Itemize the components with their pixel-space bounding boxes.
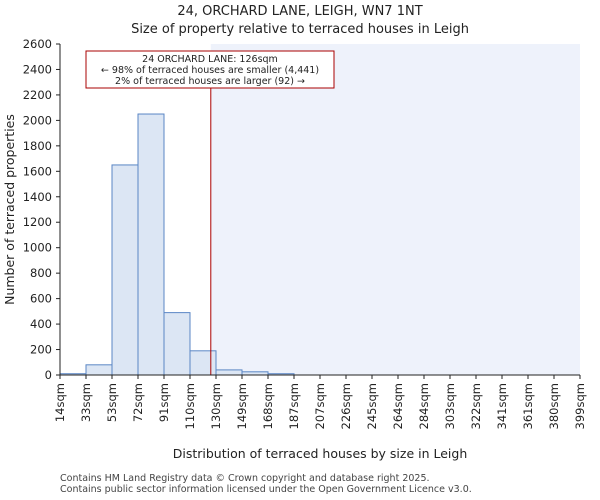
- y-axis-ticks: 0 200 400 600 800 1000 1200 1400 1600 1800 2000 220…: [23, 37, 60, 382]
- y-tick-label: 1600: [23, 164, 52, 178]
- y-tick-label: 1800: [23, 139, 52, 153]
- footer-line2: Contains public sector information licen…: [60, 484, 472, 495]
- annotation-line1: 24 ORCHARD LANE: 126sqm: [142, 54, 278, 65]
- annotation-line3: 2% of terraced houses are larger (92) →: [115, 76, 305, 87]
- bar-110sqm: [189, 350, 217, 376]
- x-tick-label: 149sqm: [235, 383, 249, 429]
- x-tick-label: 303sqm: [443, 383, 457, 429]
- annotation-box: 24 ORCHARD LANE: 126sqm ← 98% of terrace…: [85, 50, 335, 89]
- x-tick-label: 245sqm: [365, 383, 379, 429]
- x-tick-label: 284sqm: [417, 383, 431, 429]
- chart-title: 24, ORCHARD LANE, LEIGH, WN7 1NT: [177, 4, 423, 19]
- x-tick-label: 322sqm: [469, 383, 483, 429]
- footer-line1: Contains HM Land Registry data © Crown c…: [60, 473, 430, 484]
- x-tick-label: 14sqm: [53, 383, 67, 422]
- y-tick-label: 600: [30, 292, 52, 306]
- y-tick-label: 1000: [23, 241, 52, 255]
- annotation-line2: ← 98% of terraced houses are smaller (4,…: [101, 65, 319, 76]
- y-tick-label: 1400: [23, 190, 52, 204]
- y-tick-label: 2400: [23, 62, 52, 76]
- x-tick-label: 187sqm: [287, 383, 301, 429]
- bar-91sqm: [163, 312, 191, 376]
- x-tick-label: 33sqm: [79, 383, 93, 422]
- x-axis-label: Distribution of terraced houses by size …: [173, 446, 468, 461]
- y-tick-label: 1200: [23, 215, 52, 229]
- bar-53sqm: [111, 164, 139, 376]
- x-axis-ticks: 14sqm 33sqm 53sqm 72sqm 91sqm 110sqm 130sqm 149…: [53, 375, 587, 429]
- y-tick-label: 2000: [23, 113, 52, 127]
- bar-130sqm: [215, 369, 243, 376]
- bars-group: [59, 113, 295, 376]
- y-tick-label: 0: [45, 368, 52, 382]
- x-tick-label: 399sqm: [573, 383, 587, 429]
- chart-subtitle: Size of property relative to terraced ho…: [131, 22, 469, 37]
- x-tick-label: 341sqm: [495, 383, 509, 429]
- x-tick-label: 130sqm: [209, 383, 223, 429]
- x-tick-label: 91sqm: [157, 383, 171, 422]
- x-tick-label: 72sqm: [131, 383, 145, 422]
- bar-33sqm: [85, 364, 113, 376]
- x-tick-label: 168sqm: [261, 383, 275, 429]
- x-tick-label: 53sqm: [105, 383, 119, 422]
- annotation-box-border: [85, 50, 335, 89]
- x-tick-label: 226sqm: [339, 383, 353, 429]
- x-tick-label: 380sqm: [547, 383, 561, 429]
- y-axis-label: Number of terraced properties: [2, 114, 17, 305]
- y-tick-label: 2600: [23, 37, 52, 51]
- y-tick-label: 800: [30, 266, 52, 280]
- x-tick-label: 264sqm: [391, 383, 405, 429]
- x-tick-label: 361sqm: [521, 383, 535, 429]
- larger-region-highlight: [210, 44, 581, 375]
- y-tick-label: 200: [30, 343, 52, 357]
- y-tick-label: 2200: [23, 88, 52, 102]
- y-tick-label: 400: [30, 317, 52, 331]
- bar-72sqm: [137, 113, 165, 376]
- x-tick-label: 207sqm: [313, 383, 327, 429]
- x-tick-label: 110sqm: [183, 383, 197, 429]
